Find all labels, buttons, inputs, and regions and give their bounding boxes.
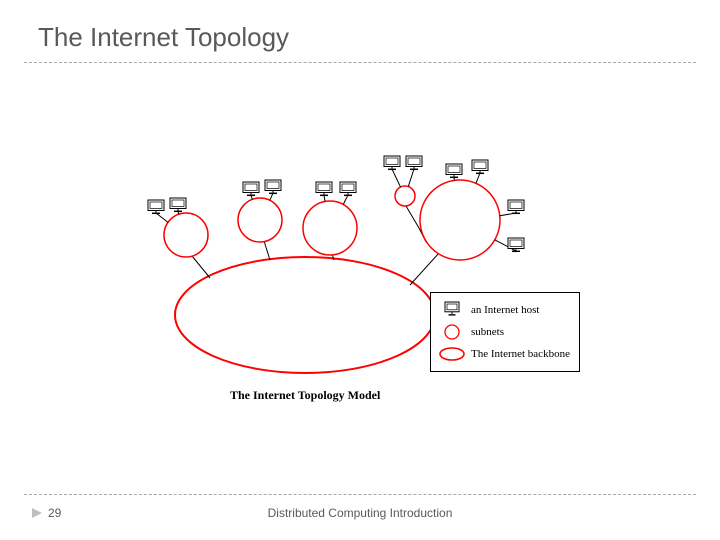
- legend-label: subnets: [471, 326, 504, 338]
- slide-title: The Internet Topology: [38, 22, 720, 53]
- legend-row: an Internet host: [437, 299, 571, 321]
- footer-text: Distributed Computing Introduction: [24, 506, 696, 520]
- topology-diagram: The Internet Topology Model an Internet …: [130, 120, 600, 410]
- legend-label: The Internet backbone: [471, 348, 570, 360]
- diagram-caption: The Internet Topology Model: [230, 388, 380, 403]
- legend-box: an Internet host subnets The Internet back…: [430, 292, 580, 372]
- divider-top: [24, 62, 696, 63]
- footer: 29 Distributed Computing Introduction: [24, 498, 696, 528]
- host-icon: [437, 301, 467, 319]
- title-area: The Internet Topology: [0, 0, 720, 53]
- legend-row: subnets: [437, 321, 571, 343]
- divider-bottom: [24, 494, 696, 495]
- subnet-icon: [437, 323, 467, 341]
- legend-label: an Internet host: [471, 304, 539, 316]
- legend-row: The Internet backbone: [437, 343, 571, 365]
- backbone-icon: [437, 345, 467, 363]
